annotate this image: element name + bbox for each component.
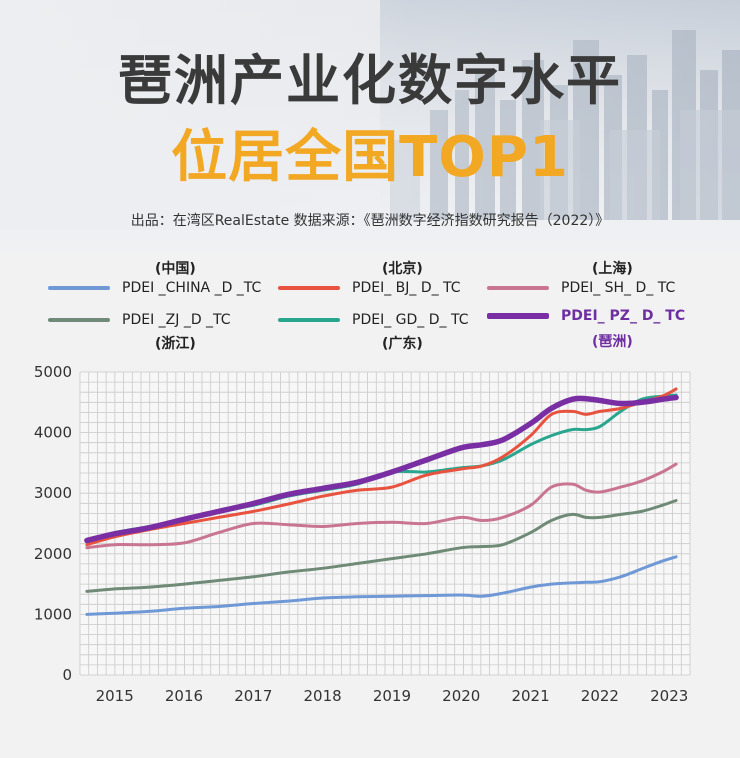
series-line-zj bbox=[85, 499, 678, 593]
legend-label-gd: PDEI_ GD_ D_ TC bbox=[352, 312, 469, 328]
x-tick-label: 2022 bbox=[581, 687, 619, 705]
legend-label-zj: PDEI _ZJ _D _TC bbox=[122, 312, 231, 328]
y-tick-label: 4000 bbox=[34, 424, 72, 442]
x-tick-label: 2019 bbox=[373, 687, 411, 705]
series-line-bj bbox=[85, 387, 678, 547]
legend-item-zj: PDEI _ZJ _D _TC bbox=[48, 312, 231, 328]
legend-label-bj: PDEI_ BJ_ D_ TC bbox=[352, 280, 461, 296]
legend-item-gd: PDEI_ GD_ D_ TC bbox=[278, 312, 468, 328]
legend-swatch-pz bbox=[487, 313, 549, 319]
x-tick-label: 2023 bbox=[650, 687, 688, 705]
legend-label-china: PDEI _CHINA _D _TC bbox=[122, 280, 262, 296]
series-line-china bbox=[85, 555, 678, 616]
pdei-line-chart: 0 1000 2000 3000 4000 5000 2015 2016 2017 2018 201… bbox=[34, 363, 691, 705]
headline-line2: 位居全国TOP1 bbox=[171, 125, 569, 190]
x-tick-label: 2015 bbox=[96, 687, 134, 705]
legend-city-pz: (琶洲) bbox=[592, 334, 633, 350]
city-skyline-background bbox=[0, 0, 740, 230]
legend-city-sh: (上海) bbox=[592, 261, 633, 277]
x-tick-label: 2020 bbox=[442, 687, 480, 705]
y-tick-label: 3000 bbox=[34, 484, 72, 502]
legend-label-pz: PDEI_ PZ_ D_ TC bbox=[561, 308, 686, 324]
y-tick-label: 1000 bbox=[34, 605, 72, 623]
legend-city-china: (中国) bbox=[155, 261, 196, 277]
series-line-pz bbox=[84, 394, 679, 544]
legend-swatch-bj bbox=[278, 286, 340, 290]
legend-swatch-gd bbox=[278, 318, 340, 322]
y-tick-label: 5000 bbox=[34, 363, 72, 381]
x-tick-label: 2017 bbox=[234, 687, 272, 705]
x-tick-label: 2021 bbox=[511, 687, 549, 705]
headline-line1: 琶洲产业化数字水平 bbox=[118, 49, 622, 112]
legend-label-sh: PDEI_ SH_ D_ TC bbox=[561, 280, 676, 296]
legend-city-zj: (浙江) bbox=[155, 336, 196, 352]
legend-city-bj: (北京) bbox=[382, 261, 423, 277]
legend-item-china: PDEI _CHINA _D _TC bbox=[48, 280, 261, 296]
legend-item-bj: PDEI_ BJ_ D_ TC bbox=[278, 280, 461, 296]
legend-swatch-zj bbox=[48, 318, 110, 322]
y-tick-label: 2000 bbox=[34, 545, 72, 563]
series-line-sh bbox=[85, 462, 678, 550]
legend-swatch-sh bbox=[487, 286, 549, 290]
legend-city-gd: (广东) bbox=[382, 336, 423, 352]
x-tick-label: 2016 bbox=[165, 687, 203, 705]
legend-item-sh: PDEI_ SH_ D_ TC bbox=[487, 280, 675, 296]
legend-item-pz: PDEI_ PZ_ D_ TC bbox=[487, 308, 685, 324]
legend-swatch-china bbox=[48, 286, 110, 290]
x-tick-label: 2018 bbox=[304, 687, 342, 705]
y-tick-label: 0 bbox=[62, 666, 72, 684]
source-credit: 出品：在湾区RealEstate 数据来源：《琶洲数字经济指数研究报告（2022… bbox=[130, 213, 610, 229]
